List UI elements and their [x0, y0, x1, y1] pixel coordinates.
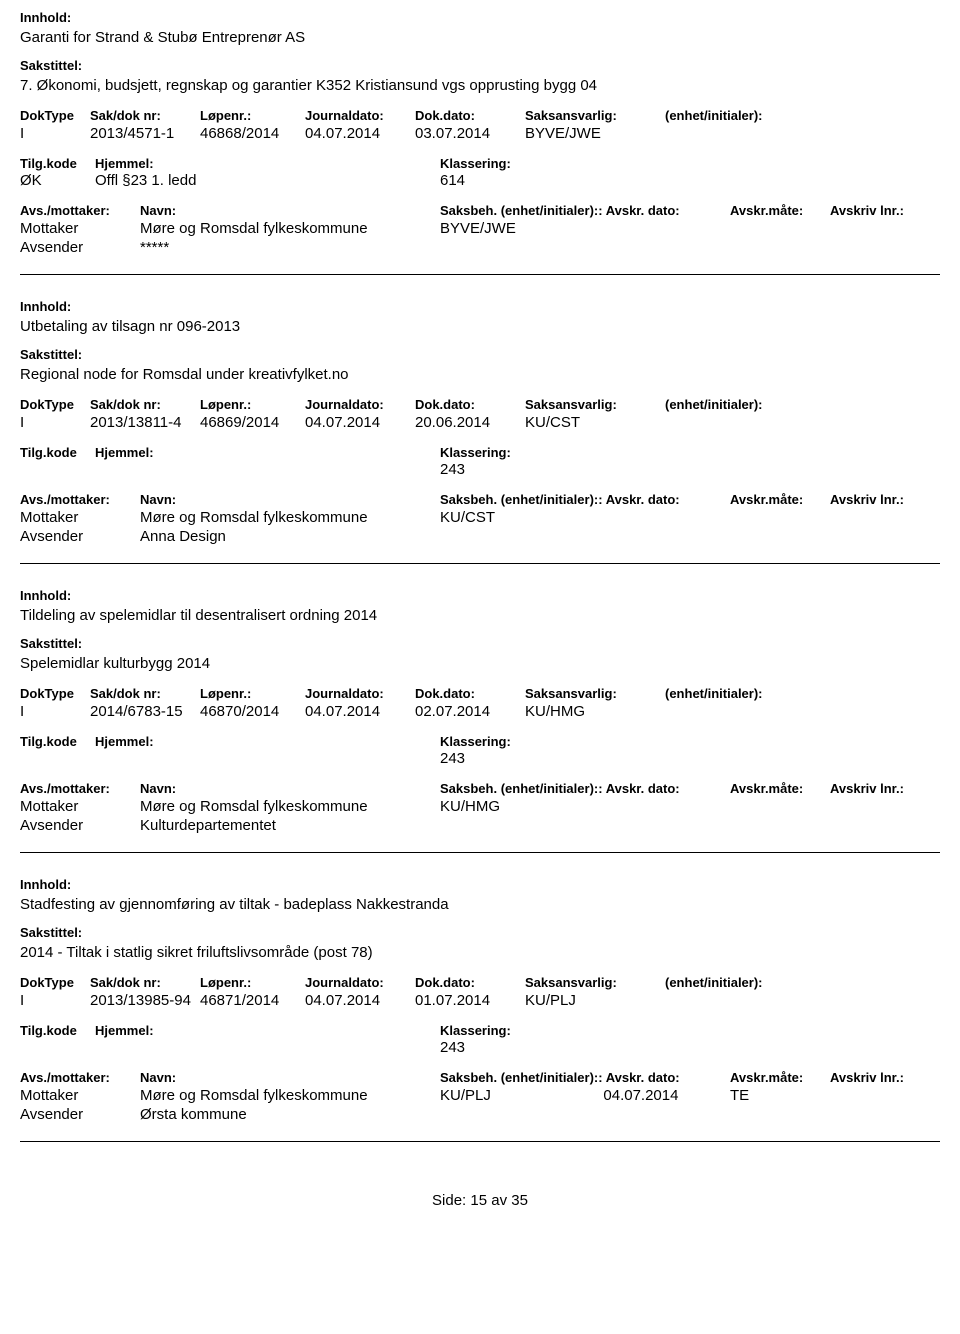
avsender-row: Avsender *****: [20, 239, 940, 256]
sakstittel-label: Sakstittel:: [20, 925, 940, 940]
tilg-value-row: ØK Offl §23 1. ledd 614: [20, 172, 940, 189]
tilg-value-row: 243: [20, 461, 940, 478]
innhold-text: Utbetaling av tilsagn nr 096-2013: [20, 318, 940, 335]
meta-header-row: DokTypeSak/dok nr:Løpenr.: Journaldato:D…: [20, 686, 940, 701]
innhold-label: Innhold:: [20, 299, 940, 314]
saksansvarlig-header: Saksansvarlig:: [525, 108, 665, 123]
journaldato-value: 04.07.2014: [305, 125, 415, 142]
journal-entry: Innhold: Utbetaling av tilsagn nr 096-20…: [20, 299, 940, 545]
party-header-row: Avs./mottaker:Navn: Saksbeh. (enhet/init…: [20, 492, 940, 507]
meta-value-row: I2014/6783-1546870/2014 04.07.201402.07.…: [20, 703, 940, 720]
entry-divider: [20, 563, 940, 564]
saksbeh-header: Saksbeh. (enhet/initialer):: Avskr. dato…: [440, 203, 730, 218]
entry-divider: [20, 1141, 940, 1142]
navn-header: Navn:: [140, 203, 440, 218]
page-footer: Side: 15 av 35: [20, 1192, 940, 1209]
lopenr-header: Løpenr.:: [200, 108, 305, 123]
lopenr-value: 46868/2014: [200, 125, 305, 142]
saksansvarlig-value: BYVE/JWE: [525, 125, 665, 142]
sakdok-value: 2013/4571-1: [90, 125, 200, 142]
meta-value-row: I2013/13985-9446871/2014 04.07.201401.07…: [20, 992, 940, 1009]
innhold-label: Innhold:: [20, 588, 940, 603]
tilg-header-row: Tilg.kodeHjemmel:Klassering:: [20, 1023, 940, 1038]
sakstittel-text: 7. Økonomi, budsjett, regnskap og garant…: [20, 77, 940, 94]
mottaker-row: MottakerMøre og Romsdal fylkeskommune KU…: [20, 1087, 940, 1104]
tilgkode-value: ØK: [20, 172, 95, 189]
klassering-header: Klassering:: [440, 156, 760, 171]
party-header-row: Avs./mottaker:Navn: Saksbeh. (enhet/init…: [20, 1070, 940, 1085]
innhold-text: Tildeling av spelemidlar til desentralis…: [20, 607, 940, 624]
meta-value-row: I 2013/4571-1 46868/2014 04.07.2014 03.0…: [20, 125, 940, 142]
entry-divider: [20, 852, 940, 853]
journal-entry: Innhold: Stadfesting av gjennomføring av…: [20, 877, 940, 1123]
mottaker-row: MottakerMøre og Romsdal fylkeskommuneKU/…: [20, 798, 940, 815]
party-header-row: Avs./mottaker: Navn: Saksbeh. (enhet/ini…: [20, 203, 940, 218]
mottaker-name: Møre og Romsdal fylkeskommune: [140, 220, 440, 237]
avsender-row: AvsenderKulturdepartementet: [20, 817, 940, 834]
party-header-row: Avs./mottaker:Navn: Saksbeh. (enhet/init…: [20, 781, 940, 796]
avskrivlnr-header: Avskriv lnr.:: [830, 203, 930, 218]
sakstittel-label: Sakstittel:: [20, 636, 940, 651]
tilgkode-header: Tilg.kode: [20, 156, 95, 171]
innhold-text: Garanti for Strand & Stubø Entreprenør A…: [20, 29, 940, 46]
dokdato-value: 03.07.2014: [415, 125, 525, 142]
doktype-value: I: [20, 125, 90, 142]
avsender-row: AvsenderAnna Design: [20, 528, 940, 545]
avsmottaker-header: Avs./mottaker:: [20, 203, 140, 218]
tilg-value-row: 243: [20, 750, 940, 767]
dokdato-header: Dok.dato:: [415, 108, 525, 123]
journaldato-header: Journaldato:: [305, 108, 415, 123]
avsender-label: Avsender: [20, 239, 140, 256]
tilg-header-row: Tilg.kodeHjemmel:Klassering:: [20, 734, 940, 749]
hjemmel-header: Hjemmel:: [95, 156, 440, 171]
avsender-name: *****: [140, 239, 440, 256]
sakstittel-text: Spelemidlar kulturbygg 2014: [20, 655, 940, 672]
mottaker-label: Mottaker: [20, 220, 140, 237]
sakstittel-text: 2014 - Tiltak i statlig sikret friluftsl…: [20, 944, 940, 961]
sakstittel-label: Sakstittel:: [20, 58, 940, 73]
meta-header-row: DokType Sak/dok nr: Løpenr.: Journaldato…: [20, 108, 940, 123]
journal-entry: Innhold: Tildeling av spelemidlar til de…: [20, 588, 940, 834]
entry-divider: [20, 274, 940, 275]
saksbeh-value: BYVE/JWE: [440, 220, 730, 237]
journal-entry: Innhold: Garanti for Strand & Stubø Entr…: [20, 10, 940, 256]
avskrmaate-header: Avskr.måte:: [730, 203, 830, 218]
hjemmel-value: Offl §23 1. ledd: [95, 172, 440, 189]
meta-header-row: DokTypeSak/dok nr:Løpenr.: Journaldato:D…: [20, 975, 940, 990]
klassering-value: 614: [440, 172, 760, 189]
tilg-header-row: Tilg.kodeHjemmel:Klassering:: [20, 445, 940, 460]
mottaker-row: Mottaker Møre og Romsdal fylkeskommune B…: [20, 220, 940, 237]
innhold-text: Stadfesting av gjennomføring av tiltak -…: [20, 896, 940, 913]
avsender-row: AvsenderØrsta kommune: [20, 1106, 940, 1123]
tilg-header-row: Tilg.kode Hjemmel: Klassering:: [20, 156, 940, 171]
doktype-header: DokType: [20, 108, 90, 123]
mottaker-row: MottakerMøre og Romsdal fylkeskommuneKU/…: [20, 509, 940, 526]
meta-value-row: I2013/13811-446869/2014 04.07.201420.06.…: [20, 414, 940, 431]
enhetinit-header: (enhet/initialer):: [665, 108, 815, 123]
innhold-label: Innhold:: [20, 877, 940, 892]
innhold-label: Innhold:: [20, 10, 940, 25]
tilg-value-row: 243: [20, 1039, 940, 1056]
sakstittel-text: Regional node for Romsdal under kreativf…: [20, 366, 940, 383]
meta-header-row: DokTypeSak/dok nr:Løpenr.: Journaldato:D…: [20, 397, 940, 412]
sakstittel-label: Sakstittel:: [20, 347, 940, 362]
sakdok-header: Sak/dok nr:: [90, 108, 200, 123]
